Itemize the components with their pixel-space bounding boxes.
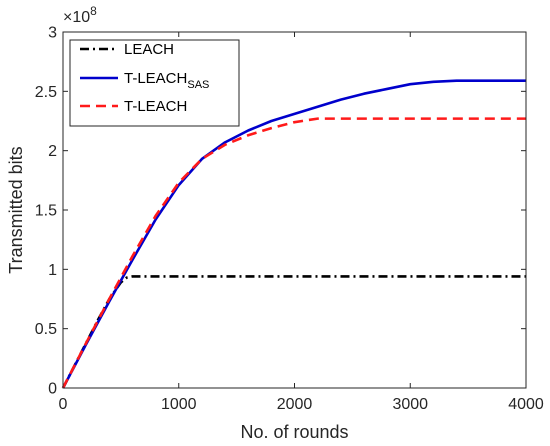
legend-label-leach: LEACH [124, 41, 174, 58]
y-multiplier: ×108 [63, 4, 97, 26]
y-tick-label: 0 [48, 381, 57, 398]
y-tick-labels: 0 0.5 1 1.5 2 2.5 3 [35, 25, 57, 398]
y-multiplier-exponent: 8 [90, 4, 97, 18]
series-line-t-leach-sas [61, 79, 526, 389]
x-tick-label: 0 [59, 396, 68, 413]
legend-label-t-leach-sas: T-LEACHSAS [124, 70, 209, 91]
plot-frame [62, 31, 527, 389]
legend-box [69, 39, 240, 127]
legend-label-main: T-LEACH [124, 70, 187, 87]
x-tick-label: 4000 [508, 396, 544, 413]
series-layer [61, 79, 526, 389]
x-tick-label: 3000 [392, 396, 428, 413]
y-tick-label: 1.5 [35, 203, 57, 220]
x-tick-labels: 0 1000 2000 3000 4000 [59, 396, 544, 413]
legend-label-t-leach: T-LEACH [124, 98, 187, 115]
x-axis-title: No. of rounds [240, 422, 348, 442]
y-axis-title: Transmitted bits [6, 146, 26, 273]
y-tick-label: 0.5 [35, 321, 57, 338]
y-multiplier-base: ×10 [63, 9, 90, 26]
legend-label-main: T-LEACH [124, 98, 187, 115]
legend-label-subscript: SAS [187, 79, 209, 91]
y-tick-label: 2 [48, 143, 57, 160]
legend-label-main: LEACH [124, 41, 174, 58]
y-tick-label: 2.5 [35, 84, 57, 101]
series-line-t-leach [61, 117, 526, 389]
x-tick-label: 2000 [277, 396, 313, 413]
x-tick-label: 1000 [161, 396, 197, 413]
y-tick-label: 1 [48, 262, 57, 279]
y-tick-label: 3 [48, 25, 57, 42]
